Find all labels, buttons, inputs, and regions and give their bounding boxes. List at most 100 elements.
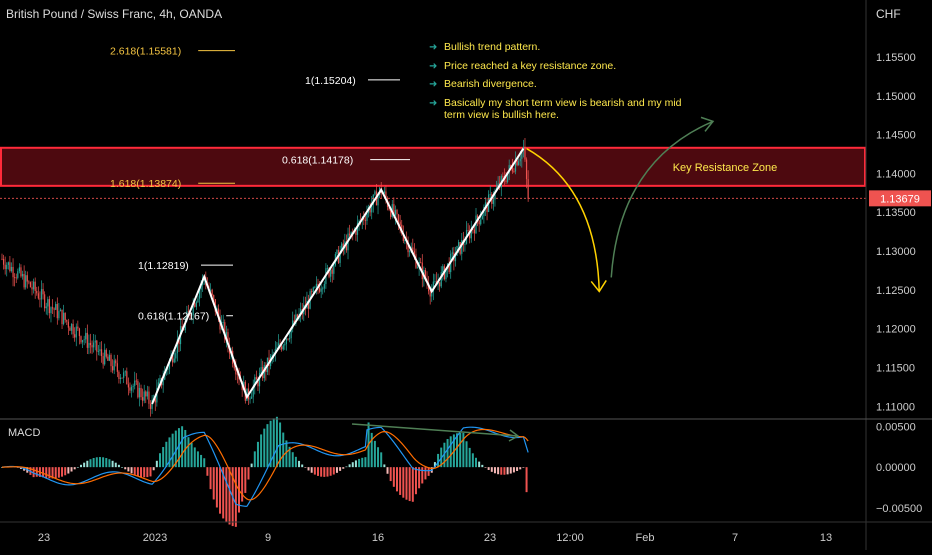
price-tick-label: 1.15500 [876,52,916,64]
candle-body [14,277,16,279]
macd-histogram-bar [102,457,105,468]
candle-body [15,277,17,279]
macd-histogram-bar [200,454,203,468]
macd-histogram-bar [446,439,449,468]
candle-body [130,386,133,391]
candle-body [258,373,261,387]
macd-histogram-bar [228,467,231,525]
candle-body [445,269,447,280]
macd-histogram-bar [345,466,348,468]
macd-histogram-bar [152,467,155,471]
candle-body [69,327,71,331]
resistance-zone[interactable] [0,146,866,187]
macd-histogram-bar [212,467,215,500]
candle-body [197,298,199,303]
candle-body [116,363,118,372]
macd-histogram-bar [155,460,158,468]
candle-body [470,229,472,239]
candle-body [159,378,161,383]
candle-body [472,229,474,230]
candle-body [492,199,494,204]
macd-histogram-bar [219,467,222,514]
candle-body [162,379,164,386]
candle-body [66,320,68,322]
macd-histogram-bar [174,430,177,468]
macd-histogram-bar [35,467,38,477]
fib-label: 1(1.12819) [138,260,189,272]
time-tick-label: 13 [820,532,832,544]
candle-body [315,283,318,288]
macd-histogram-bar [519,467,522,470]
candle-body [439,282,441,287]
candle-body [135,380,137,382]
candle-body [320,288,322,292]
candle-body [37,293,39,299]
last-price-tag[interactable] [869,190,931,207]
candle-body [356,222,359,235]
macd-histogram-bar [146,467,149,478]
macd-histogram-bar [389,467,392,482]
candle-body [80,336,82,343]
candle-body [494,190,496,200]
candle-body [48,299,50,314]
candle-body [25,275,27,288]
candle-body [429,291,431,297]
macd-histogram-bar [294,456,297,468]
candle-body [7,262,9,265]
candle-body [45,306,47,309]
candle-body [23,274,25,288]
macd-histogram-bar [462,432,465,468]
time-tick-label: 7 [732,532,738,544]
macd-histogram-bar [383,464,386,468]
macd-histogram-bar [516,467,519,471]
candle-body [388,206,390,210]
candle-body [97,351,99,352]
bullet-arrow-icon: ➜ [429,79,437,90]
macd-histogram-bar [206,467,209,476]
candle-body [331,269,333,274]
candle-body [402,233,404,242]
candle-body [167,368,169,370]
candle-body [217,308,220,317]
macd-label[interactable]: MACD [8,427,41,439]
macd-histogram-bar [392,467,395,487]
bearish-arrowhead [590,280,607,293]
candle-body [123,372,125,378]
price-tick-label: 1.11500 [876,363,915,375]
symbol-title[interactable]: British Pound / Swiss Franc, 4h, OANDA [6,7,223,21]
macd-pane[interactable] [1,416,529,527]
candle-body [323,284,325,289]
candle-body [342,243,344,249]
candle-body [75,326,77,338]
macd-histogram-bar [326,467,329,477]
price-tick-label: 1.12000 [876,324,916,336]
macd-histogram-bar [76,467,79,468]
candle-body [39,298,41,300]
macd-histogram-bar [241,467,244,502]
candle-body [442,266,444,273]
price-tick-label: 1.11000 [876,401,915,413]
candle-body [121,377,123,379]
macd-histogram-bar [509,467,512,474]
macd-histogram-bar [133,467,136,475]
macd-histogram-bar [209,467,212,490]
candle-body [61,309,63,325]
candle-body [312,287,314,293]
time-tick-label: Feb [636,532,655,544]
macd-histogram-bar [215,467,218,508]
candle-body [481,216,483,220]
macd-histogram-bar [285,440,288,468]
macd-histogram-bar [437,453,440,468]
candle-body [156,388,158,403]
macd-histogram-bar [493,467,496,474]
candle-body [4,264,6,270]
macd-histogram-bar [320,467,323,477]
candle-body [276,347,278,349]
candle-body [119,377,122,380]
candle-body [404,239,406,242]
candle-body [473,229,476,234]
time-tick-label: 2023 [143,532,167,544]
